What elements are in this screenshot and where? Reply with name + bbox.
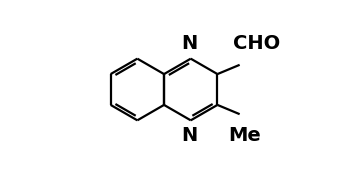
Text: N: N <box>181 126 197 145</box>
Text: Me: Me <box>228 126 261 145</box>
Text: CHO: CHO <box>233 34 280 53</box>
Text: N: N <box>181 34 197 53</box>
